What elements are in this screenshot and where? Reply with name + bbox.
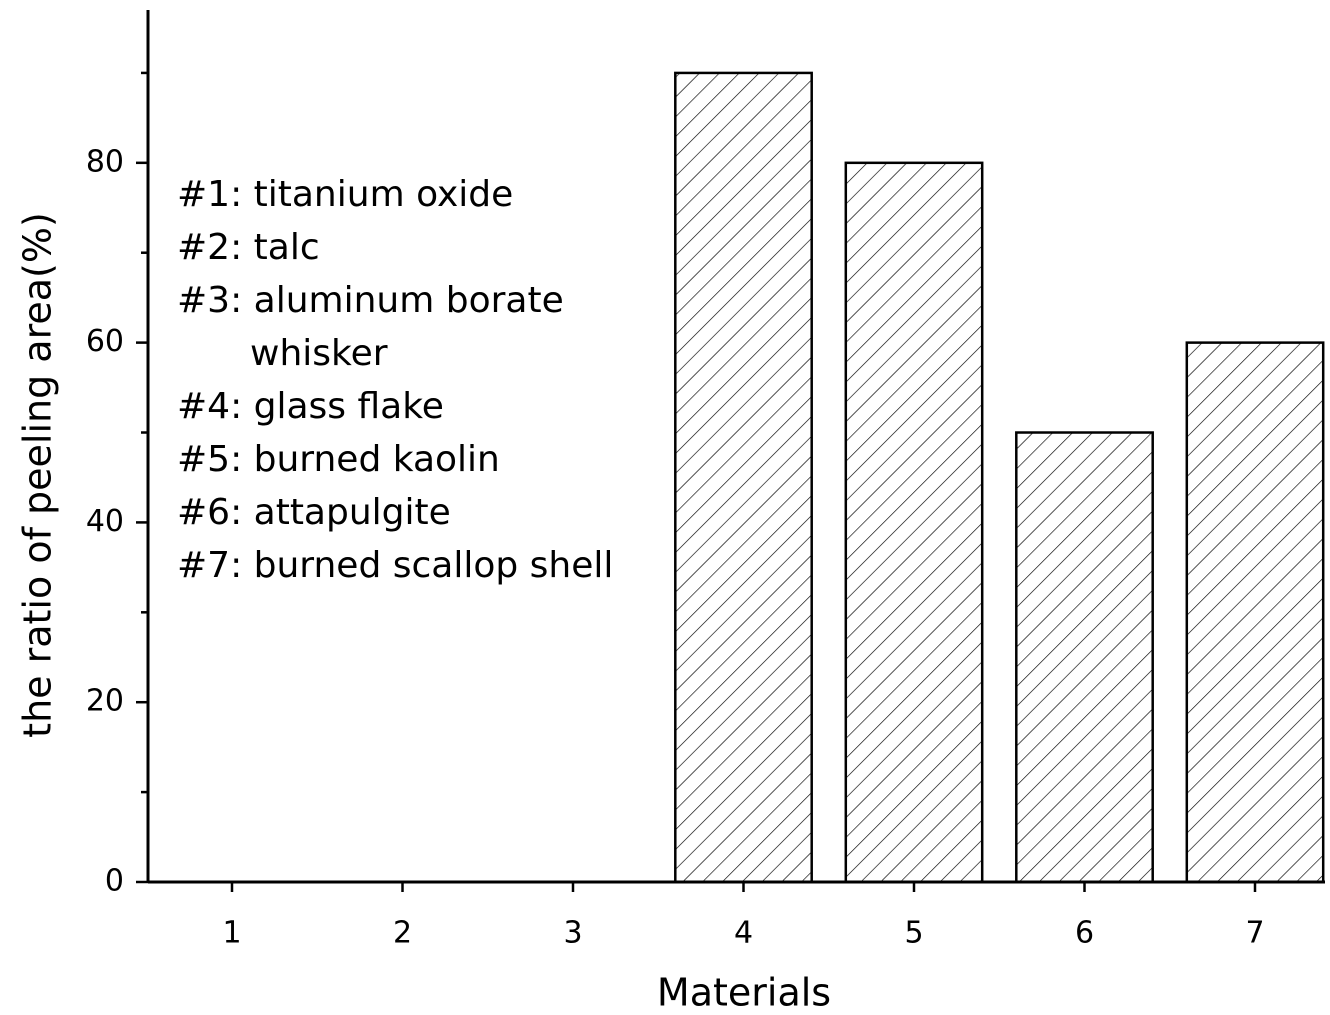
annotation-line: #6: attapulgite [177,492,451,533]
y-tick-label: 40 [86,504,124,539]
x-tick-label: 7 [1245,916,1264,951]
x-tick-label: 3 [563,916,582,951]
y-tick-label: 60 [86,324,124,359]
bar [844,161,984,884]
x-axis-title: Materials [657,971,831,1015]
y-axis-title: the ratio of peeling area(%) [16,212,60,738]
bar [1185,341,1325,884]
y-tick-label: 0 [105,864,124,899]
annotation-line: #3: aluminum borate [177,280,564,321]
x-tick-label: 1 [222,916,241,951]
annotation-line: #7: burned scallop shell [177,545,613,586]
y-tick-label: 20 [86,684,124,719]
bar [1015,431,1154,884]
x-tick-label: 2 [393,916,412,951]
bar [674,71,813,884]
x-tick-label: 4 [734,916,753,951]
annotation-line: #5: burned kaolin [177,439,500,480]
annotation-line: whisker [250,333,388,374]
y-tick-label: 80 [86,144,124,179]
annotation-line: #4: glass flake [177,386,444,427]
x-tick-label: 5 [904,916,923,951]
annotation-line: #1: titanium oxide [177,174,513,215]
annotation-line: #2: talc [177,227,320,268]
x-tick-label: 6 [1075,916,1094,951]
